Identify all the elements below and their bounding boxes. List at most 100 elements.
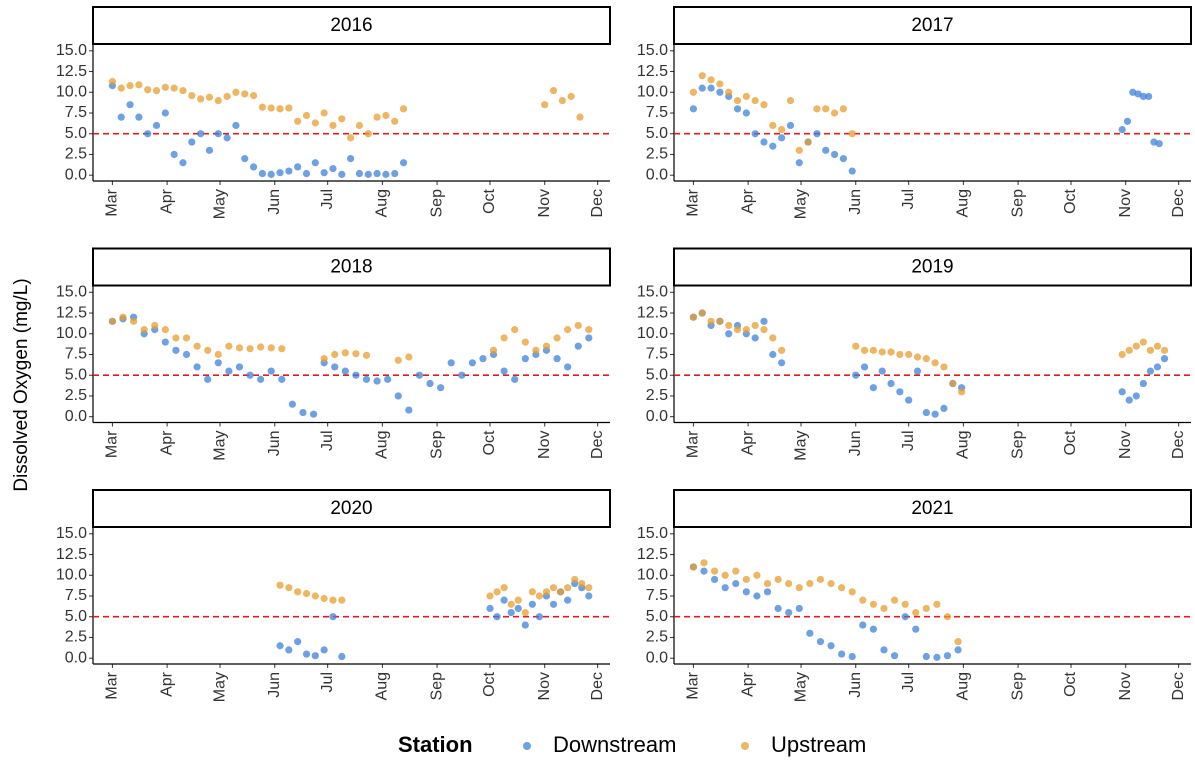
point [859, 621, 867, 629]
point [246, 345, 254, 353]
x-tick-label: Aug [374, 672, 391, 700]
point [940, 363, 948, 371]
point [553, 334, 561, 342]
point [249, 163, 258, 171]
point [535, 613, 544, 621]
point [126, 82, 134, 90]
x-tick-label: Aug [955, 672, 972, 700]
point [347, 155, 355, 163]
point [493, 613, 501, 621]
facet-title: 2018 [330, 257, 372, 278]
x-tick-label: Oct [1062, 671, 1079, 696]
point [795, 159, 803, 167]
x-tick-label: Apr [739, 188, 756, 214]
point [564, 363, 572, 371]
point [241, 155, 249, 163]
point [751, 321, 759, 330]
point [890, 652, 899, 660]
point [751, 334, 759, 342]
point [399, 159, 408, 167]
x-tick-label: Jun [266, 672, 283, 698]
point [721, 584, 729, 592]
point [528, 600, 536, 608]
point [578, 579, 586, 588]
point [839, 155, 847, 163]
point [763, 579, 772, 588]
point [311, 592, 319, 600]
point [795, 146, 803, 154]
legend-label: Downstream [553, 732, 676, 757]
point [267, 104, 275, 112]
point [489, 346, 498, 354]
x-tick-label: Apr [158, 671, 175, 697]
point [172, 334, 180, 342]
x-tick-label: Jul [900, 189, 917, 209]
point [869, 346, 877, 354]
point [949, 379, 957, 388]
facet-title: 2019 [911, 257, 953, 278]
y-tick-label: 12.5 [637, 546, 668, 563]
point [774, 575, 782, 584]
x-tick-label: Jul [319, 189, 336, 209]
point [1145, 92, 1153, 101]
point [302, 589, 311, 598]
x-tick-label: Sep [428, 672, 445, 701]
point [1125, 396, 1133, 404]
point [486, 592, 494, 600]
y-tick-label: 2.5 [646, 146, 668, 163]
point [732, 579, 740, 588]
point [364, 170, 372, 178]
point [151, 321, 159, 330]
point [1139, 379, 1147, 388]
point [806, 629, 814, 637]
point [556, 588, 565, 596]
x-tick-label: Dec [1170, 189, 1187, 217]
point [468, 359, 476, 367]
point [689, 88, 698, 96]
point [179, 87, 187, 95]
facet-title: 2017 [911, 15, 953, 36]
point [276, 169, 284, 177]
point [698, 309, 706, 317]
point [285, 584, 293, 592]
point [769, 334, 777, 342]
legend-marker [523, 742, 531, 750]
point [500, 584, 508, 592]
point [830, 150, 839, 159]
point [329, 613, 337, 621]
point [232, 88, 240, 96]
point [521, 608, 529, 617]
point [214, 130, 222, 138]
x-tick-label: May [792, 672, 809, 702]
point [698, 84, 706, 92]
point [954, 638, 962, 646]
point [507, 600, 515, 608]
point [769, 350, 777, 359]
point [564, 326, 572, 334]
y-tick-label: 0.0 [65, 649, 87, 666]
point [574, 342, 582, 350]
point [486, 604, 494, 613]
point [267, 367, 275, 375]
point [1118, 350, 1126, 359]
point [302, 111, 311, 120]
point [549, 87, 558, 95]
point [721, 571, 729, 579]
point [785, 579, 793, 588]
point [567, 92, 575, 101]
point [205, 146, 214, 154]
point [152, 87, 161, 95]
point [830, 109, 839, 117]
point [373, 377, 381, 385]
point [294, 163, 302, 171]
point [257, 343, 265, 351]
point [258, 169, 266, 178]
point [541, 101, 549, 109]
point [214, 96, 222, 105]
point [859, 596, 867, 604]
point [382, 170, 390, 178]
point [223, 134, 231, 142]
point [1155, 140, 1163, 148]
point [1139, 338, 1147, 346]
